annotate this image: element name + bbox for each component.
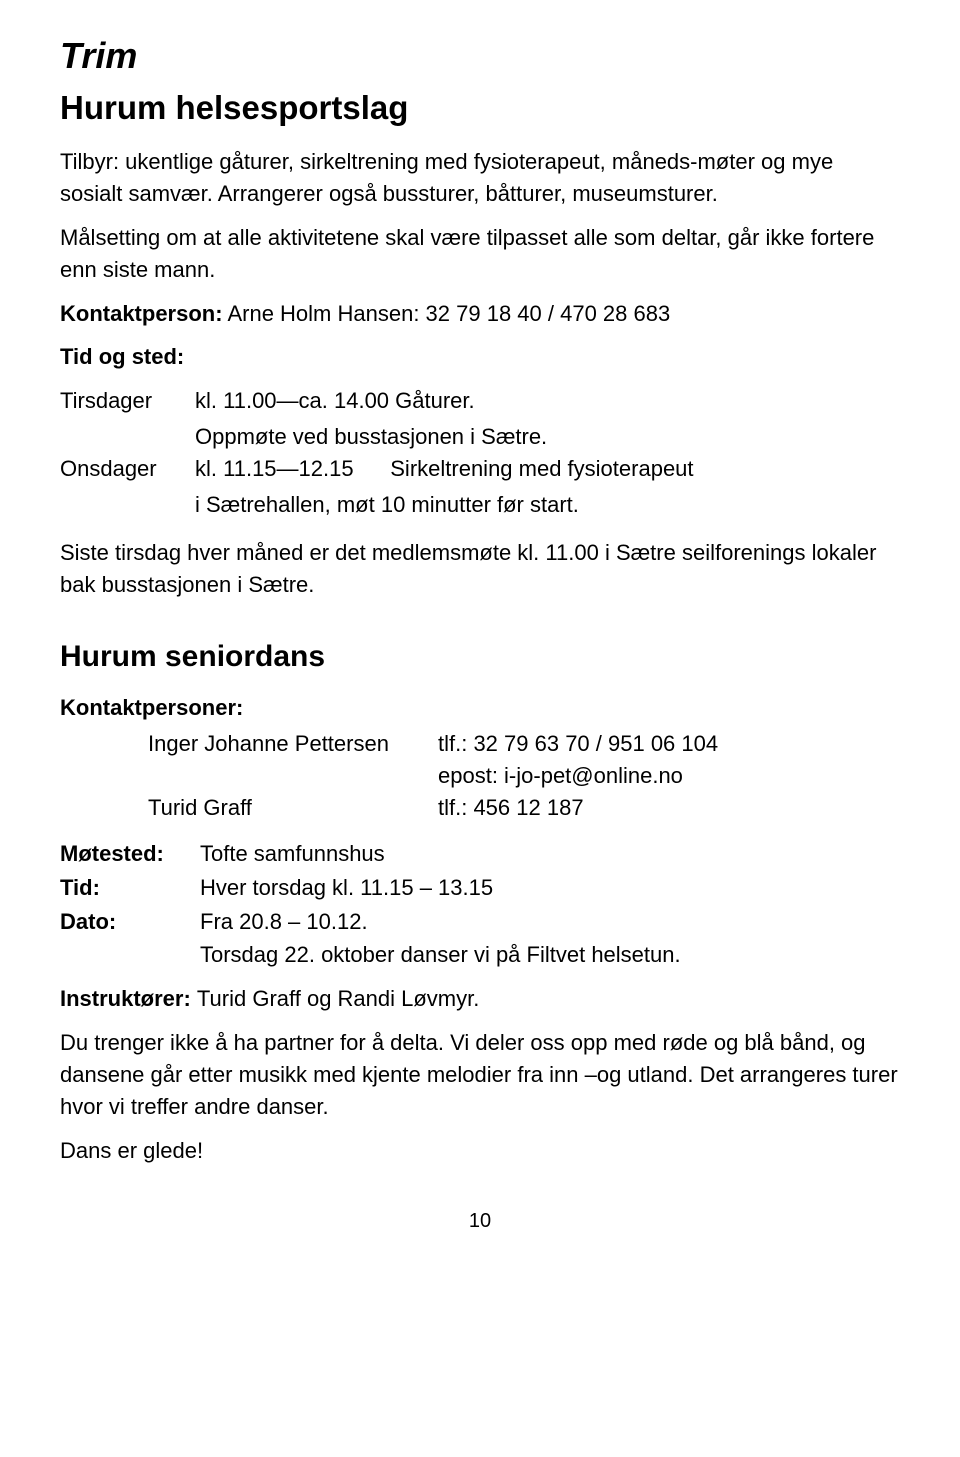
schedule-wednesday-line2: i Sætrehallen, møt 10 minutter før start… [195,489,900,521]
schedule-day-body: kl. 11.15—12.15 Sirkeltrening med fysiot… [195,453,900,485]
contact-email: epost: i-jo-pet@online.no [438,760,900,792]
info-label: Tid: [60,872,200,904]
policy-paragraph: Målsetting om at alle aktivitetene skal … [60,222,900,286]
schedule-tuesday-line2: Oppmøte ved busstasjonen i Sætre. [195,421,900,453]
page-number: 10 [60,1207,900,1236]
info-label: Dato: [60,906,200,938]
contact-name: Inger Johanne Pettersen [148,728,438,760]
info-value: Fra 20.8 – 10.12. [200,906,900,938]
contact-line: Kontaktperson: Arne Holm Hansen: 32 79 1… [60,298,900,330]
section-title-trim: Trim [60,30,900,82]
instruktorer-value: Turid Graff og Randi Løvmyr. [197,986,479,1011]
kontaktpersoner-label: Kontaktpersoner: [60,692,900,724]
contact-name: Turid Graff [148,792,438,824]
heading-helsesportslag: Hurum helsesportslag [60,84,900,132]
contact-row-1: Inger Johanne Pettersen tlf.: 32 79 63 7… [60,728,900,760]
partner-paragraph: Du trenger ikke å ha partner for å delta… [60,1027,900,1123]
schedule-day-label: Onsdager [60,453,195,485]
info-dato: Dato: Fra 20.8 – 10.12. [60,906,900,938]
schedule-day-body: kl. 11.00—ca. 14.00 Gåturer. [195,385,900,417]
schedule-tuesday: Tirsdager kl. 11.00—ca. 14.00 Gåturer. [60,385,900,417]
slogan: Dans er glede! [60,1135,900,1167]
contact-phone: tlf.: 32 79 63 70 / 951 06 104 [438,728,900,760]
schedule-wednesday: Onsdager kl. 11.15—12.15 Sirkeltrening m… [60,453,900,485]
contact-row-2: Turid Graff tlf.: 456 12 187 [60,792,900,824]
instruktorer-label: Instruktører: [60,986,197,1011]
instruktorer-line: Instruktører: Turid Graff og Randi Løvmy… [60,983,900,1015]
heading-seniordans: Hurum seniordans [60,635,900,679]
tid-sted-label: Tid og sted: [60,341,900,373]
monthly-meeting-paragraph: Siste tirsdag hver måned er det medlemsm… [60,537,900,601]
contact-value: Arne Holm Hansen: 32 79 18 40 / 470 28 6… [223,301,671,326]
info-value: Tofte samfunnshus [200,838,900,870]
info-value: Hver torsdag kl. 11.15 – 13.15 [200,872,900,904]
info-label: Møtested: [60,838,200,870]
schedule-day-label: Tirsdager [60,385,195,417]
info-motested: Møtested: Tofte samfunnshus [60,838,900,870]
info-tid: Tid: Hver torsdag kl. 11.15 – 13.15 [60,872,900,904]
intro-paragraph: Tilbyr: ukentlige gåturer, sirkeltrening… [60,146,900,210]
info-extra-line: Torsdag 22. oktober danser vi på Filtvet… [200,939,900,971]
contact-row-1-email: epost: i-jo-pet@online.no [60,760,900,792]
contact-label: Kontaktperson: [60,301,223,326]
contact-phone: tlf.: 456 12 187 [438,792,900,824]
